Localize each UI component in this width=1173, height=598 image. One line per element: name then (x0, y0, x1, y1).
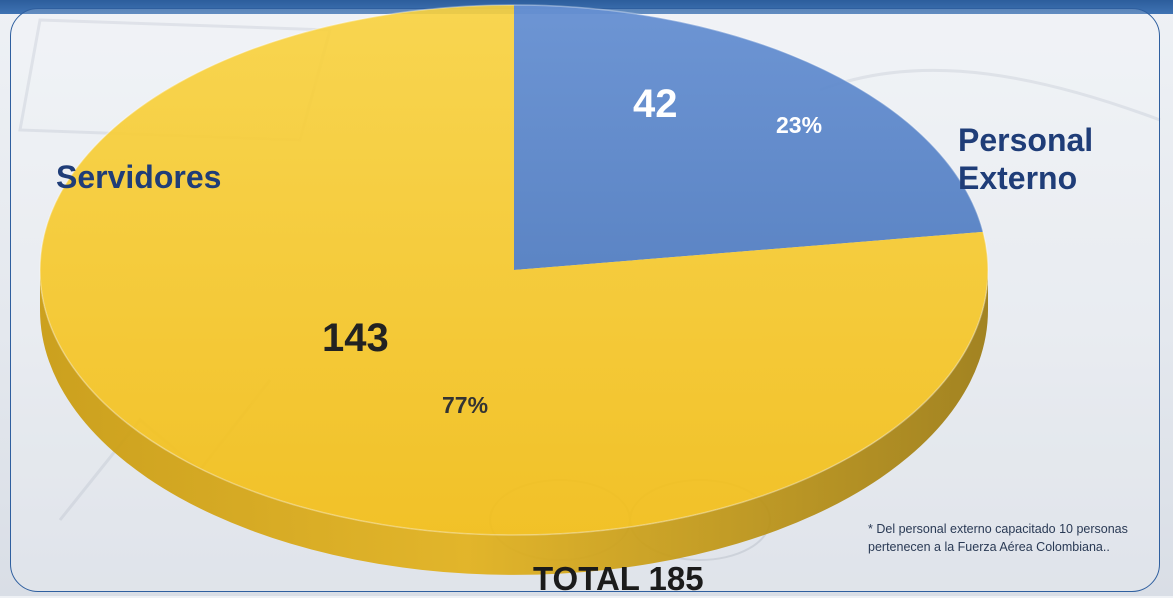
pie-rim (39, 4, 989, 536)
pie-slice-personal-externo (514, 5, 984, 270)
slice-label-personal-externo: Personal Externo (958, 121, 1093, 197)
slice-label-personal-externo-line1: Personal (958, 122, 1094, 158)
total-label: TOTAL 185 (533, 560, 704, 597)
slice-label-servidores: Servidores (56, 159, 222, 195)
slice-value-personal-externo: 42 (633, 82, 678, 126)
slice-percent-personal-externo: 23% (776, 112, 823, 138)
slice-percent-servidores: 77% (442, 392, 489, 418)
slice-label-personal-externo-line2: Externo (958, 160, 1078, 196)
top-banner (0, 0, 1173, 14)
pie-slice-servidores (39, 5, 988, 535)
footnote: * Del personal externo capacitado 10 per… (868, 522, 1128, 554)
slice-value-servidores: 143 (322, 316, 389, 360)
